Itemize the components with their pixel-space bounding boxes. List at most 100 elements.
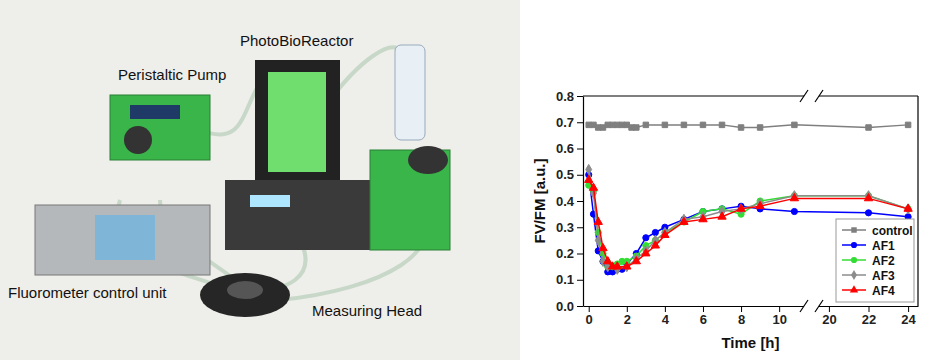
frame: [583, 95, 918, 96]
series-marker: [643, 122, 648, 127]
series-marker: [643, 235, 649, 241]
legend: controlAF1AF2AF3AF4: [836, 219, 914, 302]
x-tick-mark: [627, 306, 628, 312]
y-tick-label: 0.3: [556, 220, 574, 235]
series-marker: [905, 122, 910, 127]
series-marker: [791, 208, 797, 214]
axis-break-gap: [804, 93, 819, 99]
measuring-head: [200, 273, 290, 317]
photo-label: Peristaltic Pump: [118, 66, 226, 83]
series-marker: [864, 194, 872, 201]
x-tick: 22: [862, 306, 876, 327]
y-tick: 0.4: [556, 194, 583, 209]
x-tick: 0: [586, 306, 593, 327]
tube: [330, 47, 400, 100]
x-tick-mark: [869, 306, 870, 312]
legend-marker: [850, 285, 858, 292]
x-tick: 24: [901, 306, 916, 327]
series-marker: [904, 204, 912, 211]
device: [225, 180, 370, 250]
x-tick-label: 20: [822, 312, 836, 327]
series-marker: [756, 201, 764, 208]
legend-label: AF4: [872, 284, 895, 298]
y-tick-label: 0.4: [556, 194, 575, 209]
y-tick: 0.6: [556, 141, 583, 156]
y-tick-mark: [577, 175, 583, 176]
axis-break: [815, 90, 823, 102]
pump-head: [124, 126, 152, 154]
y-tick-mark: [577, 280, 583, 281]
y-tick-mark: [577, 96, 583, 97]
series-marker: [594, 217, 602, 224]
x-tick-label: 22: [862, 312, 876, 327]
series-marker: [651, 241, 659, 248]
axis-break-gap: [804, 303, 819, 309]
series-marker: [865, 210, 871, 216]
x-tick: 20: [822, 306, 836, 327]
y-tick: 0.1: [556, 272, 583, 287]
x-tick: 2: [624, 306, 631, 327]
y-tick-mark: [577, 306, 583, 307]
y-axis: 0.0 0.1 0.2 0.3 0.4 0.5 0.6 0.7 0.8: [556, 89, 584, 314]
series-marker: [642, 249, 650, 256]
x-tick: 4: [662, 306, 670, 327]
y-tick-label: 0.0: [556, 299, 574, 314]
y-tick-mark: [577, 149, 583, 150]
device-screen: [250, 195, 290, 207]
series-marker: [719, 122, 724, 127]
x-tick-mark: [665, 306, 666, 312]
y-tick-label: 0.7: [556, 115, 574, 130]
x-axis-line: [584, 306, 919, 307]
series-marker: [632, 257, 640, 264]
x-tick-label: 10: [772, 312, 786, 327]
series-marker: [738, 125, 743, 130]
legend-marker: [851, 257, 857, 263]
device-screen: [130, 105, 180, 119]
bottle: [395, 45, 425, 140]
y-tick-mark: [577, 254, 583, 255]
photo-label: PhotoBioReactor: [240, 32, 353, 49]
x-axis-title: Time [h]: [721, 334, 779, 351]
series-marker: [681, 122, 686, 127]
legend-label: control: [872, 224, 913, 238]
x-tick-mark: [741, 306, 742, 312]
x-tick-label: 8: [738, 312, 745, 327]
y-tick-label: 0.5: [556, 167, 574, 182]
axis-break: [800, 300, 808, 312]
legend-marker: [851, 270, 857, 280]
y-tick: 0.5: [556, 167, 583, 182]
series-marker: [792, 122, 797, 127]
series-marker: [790, 194, 798, 201]
axis-break: [815, 300, 823, 312]
y-axis-title: FV/FM [a.u.]: [531, 159, 548, 244]
series-marker: [599, 243, 607, 250]
series-marker: [700, 122, 705, 127]
x-tick-mark: [589, 306, 590, 312]
y-tick: 0.2: [556, 246, 583, 261]
legend-marker: [851, 242, 857, 248]
photo: PhotoBioReactorPeristaltic PumpFluoromet…: [0, 0, 520, 360]
y-tick: 0.3: [556, 220, 583, 235]
legend-label: AF3: [872, 269, 895, 283]
series-marker: [718, 212, 726, 219]
x-tick-mark: [908, 306, 909, 312]
series-marker: [661, 230, 669, 237]
device: [110, 95, 210, 160]
series-marker: [613, 262, 621, 269]
y-tick-label: 0.2: [556, 246, 574, 261]
pump-head: [408, 146, 448, 174]
y-tick-label: 0.1: [556, 272, 574, 287]
series-marker: [866, 125, 871, 130]
x-tick-mark: [703, 306, 704, 312]
photo-bg: [0, 0, 520, 360]
axis-break: [800, 90, 808, 102]
x-tick-mark: [829, 306, 830, 312]
chart: 02468102022240.00.10.20.30.40.50.60.70.8…: [531, 89, 919, 351]
x-tick: 6: [700, 306, 707, 327]
series-marker: [623, 262, 631, 269]
y-tick-label: 0.8: [556, 89, 574, 104]
x-tick-mark: [779, 306, 780, 312]
x-tick-label: 24: [901, 312, 916, 327]
series-marker: [634, 125, 639, 130]
legend-box: [836, 219, 914, 302]
